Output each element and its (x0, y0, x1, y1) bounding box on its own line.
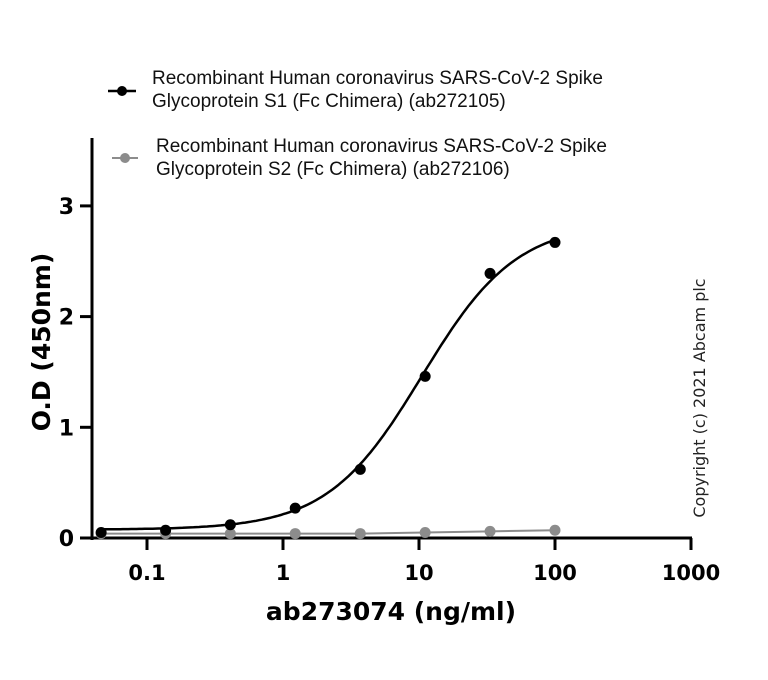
y-tick-label: 2 (59, 306, 74, 331)
x-tick-label: 1000 (662, 561, 720, 585)
legend-s1-marker (117, 86, 127, 96)
y-tick-label: 1 (59, 416, 74, 441)
series-s2-point (289, 528, 301, 540)
x-tick-label: 1 (276, 561, 291, 585)
series-s2-point (224, 528, 236, 540)
series-s1-fit-curve (101, 239, 554, 531)
series-s2-line (101, 529, 556, 535)
series-s1-point (224, 519, 236, 531)
legend-s1-line1: Recombinant Human coronavirus SARS-CoV-2… (152, 68, 603, 89)
y-axis-title: O.D (450nm) (27, 253, 56, 432)
series-s1-point (160, 524, 172, 536)
series-s1-point (354, 463, 366, 475)
series-s2-point (354, 528, 366, 540)
plot-area (95, 236, 561, 540)
legend-s2-line2: Glycoprotein S2 (Fc Chimera) (ab272106) (156, 159, 510, 180)
copyright-annotation: Copyright (c) 2021 Abcam plc (690, 278, 709, 517)
legend-s1-line2: Glycoprotein S1 (Fc Chimera) (ab272105) (152, 91, 506, 112)
series-s1-point (289, 502, 301, 514)
legend-s2-marker (120, 153, 130, 163)
y-tick-label: 0 (59, 527, 74, 552)
legend-s1: Recombinant Human coronavirus SARS-CoV-2… (152, 67, 603, 113)
series-s2-point (549, 524, 561, 536)
series-s1-point (419, 370, 431, 382)
x-axis-title: ab273074 (ng/ml) (266, 597, 516, 626)
x-tick-label: 0.1 (128, 561, 165, 585)
x-tick-label: 100 (533, 561, 577, 585)
legend-s2-line1: Recombinant Human coronavirus SARS-CoV-2… (156, 136, 607, 157)
series-s2-point (484, 525, 496, 537)
x-tick-label: 10 (404, 561, 433, 585)
legend-s2: Recombinant Human coronavirus SARS-CoV-2… (156, 135, 607, 181)
series-s1-point (95, 526, 107, 538)
y-tick-label: 3 (59, 195, 74, 220)
series-s2-point (419, 526, 431, 538)
axes: 0 1 2 3 0.1 1 10 100 1000 ab273074 (ng/ml) O.D (45… (27, 86, 720, 626)
series-s1-point (484, 267, 496, 279)
series-s1-point (549, 236, 561, 248)
